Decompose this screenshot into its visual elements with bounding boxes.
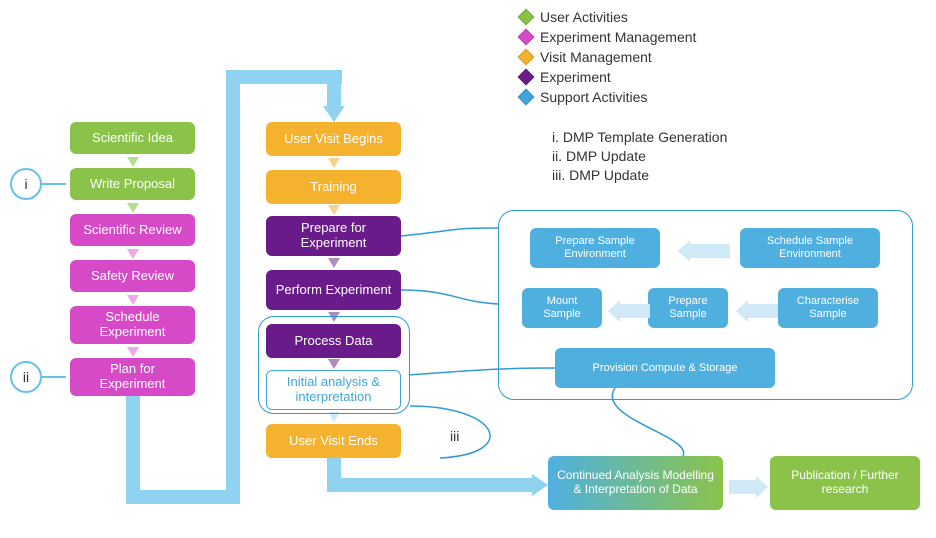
connectors [0,0,936,538]
